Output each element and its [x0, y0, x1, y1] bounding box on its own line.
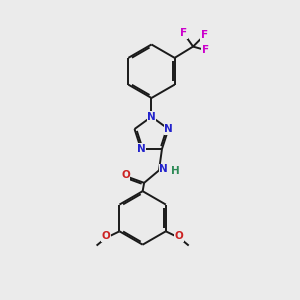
Text: H: H: [171, 166, 180, 176]
Text: F: F: [202, 45, 209, 55]
Text: N: N: [164, 124, 173, 134]
Text: F: F: [180, 28, 187, 38]
Text: N: N: [147, 112, 156, 122]
Text: N: N: [159, 164, 168, 174]
Text: O: O: [102, 231, 110, 241]
Text: N: N: [136, 144, 146, 154]
Text: O: O: [175, 231, 184, 241]
Text: O: O: [121, 170, 130, 180]
Text: F: F: [201, 30, 208, 40]
